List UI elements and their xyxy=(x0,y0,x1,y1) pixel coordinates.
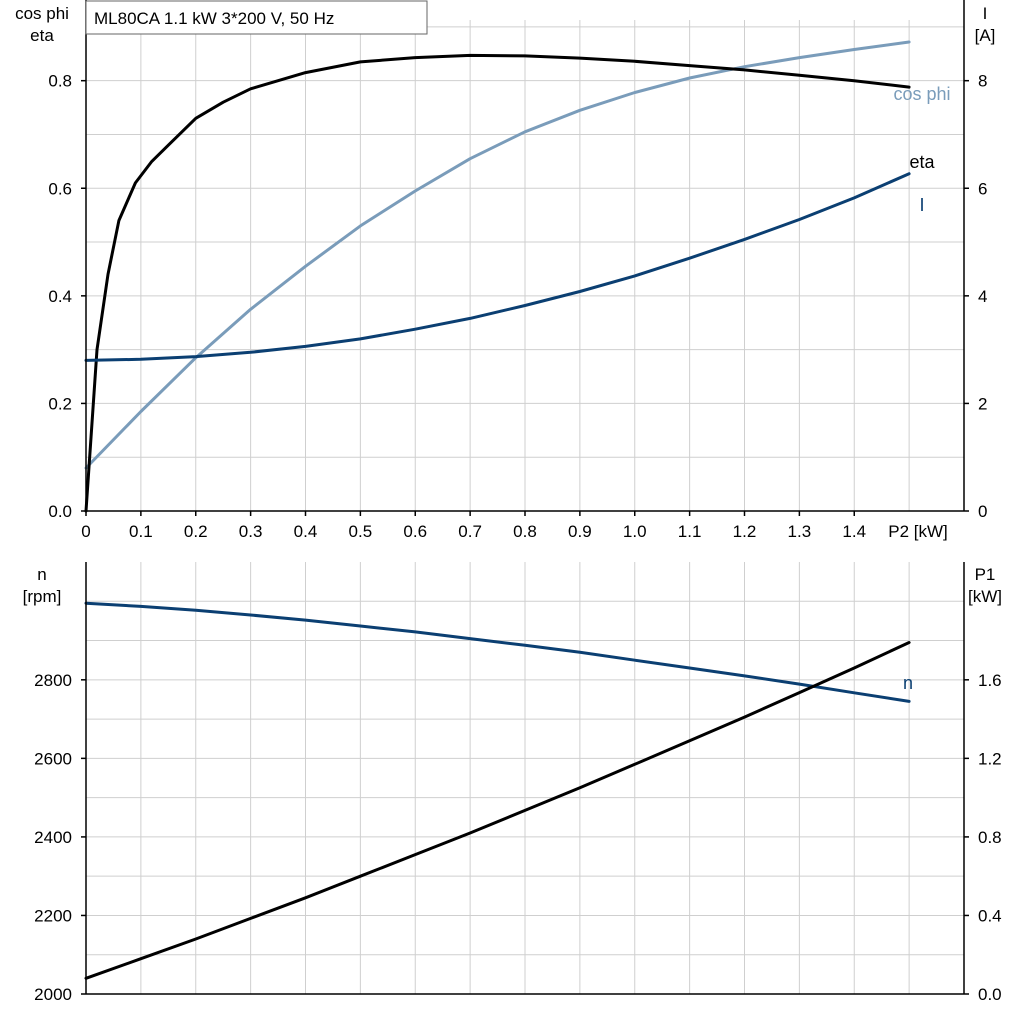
x-axis-tick-label: 1.1 xyxy=(678,522,702,541)
x-axis-tick-label: 1.2 xyxy=(733,522,757,541)
left-axis-tick-label: 0.4 xyxy=(48,287,72,306)
top-chart-text: 0.0 0.2 0.4 0.6 0.8 0 2 4 6 8 cos phi eta I [A] 0 0.1 0.… xyxy=(15,4,995,541)
x-axis-tick-label: 0.2 xyxy=(184,522,208,541)
right-axis-title: P1 xyxy=(975,565,996,584)
x-axis-title: P2 [kW] xyxy=(888,522,948,541)
right-axis-title: [A] xyxy=(975,26,996,45)
right-axis-tick-label: 0.0 xyxy=(978,985,1002,1004)
bottom-chart-frame xyxy=(81,562,969,995)
left-axis-tick-label: 0.6 xyxy=(48,179,72,198)
x-axis-tick-label: 0.8 xyxy=(513,522,537,541)
x-axis-tick-label: 0.5 xyxy=(349,522,373,541)
series-line-i xyxy=(84,172,911,362)
x-axis-tick-label: 0.7 xyxy=(458,522,482,541)
bottom-chart-series xyxy=(84,601,911,980)
left-axis-tick-label: 0.2 xyxy=(48,394,72,413)
left-axis-tick-label: 2200 xyxy=(34,906,72,925)
left-axis-tick-label: 2800 xyxy=(34,671,72,690)
right-axis-tick-label: 4 xyxy=(978,287,987,306)
x-axis-tick-label: 1.0 xyxy=(623,522,647,541)
x-axis-tick-label: 0.6 xyxy=(403,522,427,541)
series-label-n: n xyxy=(903,673,913,693)
right-axis-tick-label: 2 xyxy=(978,394,987,413)
bottom-chart-grid xyxy=(86,562,964,994)
left-axis-title: n xyxy=(37,565,46,584)
left-axis-tick-label: 0.0 xyxy=(48,502,72,521)
series-line-n xyxy=(84,601,911,703)
top-chart-grid xyxy=(86,20,964,511)
x-axis-tick-label: 0.4 xyxy=(294,522,318,541)
series-label-eta: eta xyxy=(909,152,935,172)
title-box xyxy=(85,0,428,35)
top-chart-frame xyxy=(81,0,969,516)
left-axis-title: [rpm] xyxy=(23,587,62,606)
right-axis-tick-label: 0.4 xyxy=(978,906,1002,925)
top-chart-panel: 0.0 0.2 0.4 0.6 0.8 0 2 4 6 8 cos phi eta I [A] 0 0.1 0.… xyxy=(15,0,995,541)
x-axis-tick-label: 0 xyxy=(81,522,90,541)
right-axis-title: I xyxy=(983,4,988,23)
right-axis-tick-label: 8 xyxy=(978,72,987,91)
x-axis-tick-label: 1.4 xyxy=(842,522,866,541)
right-axis-tick-label: 1.2 xyxy=(978,749,1002,768)
x-axis-tick-label: 0.9 xyxy=(568,522,592,541)
x-axis-tick-label: 0.3 xyxy=(239,522,263,541)
left-axis-tick-label: 2600 xyxy=(34,749,72,768)
right-axis-tick-label: 1.6 xyxy=(978,671,1002,690)
left-axis-tick-label: 2000 xyxy=(34,985,72,1004)
series-label-i: I xyxy=(919,195,924,215)
chart-title: ML80CA 1.1 kW 3*200 V, 50 Hz xyxy=(94,9,334,28)
right-axis-tick-label: 6 xyxy=(978,179,987,198)
bottom-chart-panel: 2000 2200 2400 2600 2800 0.0 0.4 0.8 1.2 1.6 n [rpm… xyxy=(23,562,1002,1004)
bottom-chart-text: 2000 2200 2400 2600 2800 0.0 0.4 0.8 1.2 1.6 n [rpm… xyxy=(23,565,1002,1004)
x-axis-tick-label: 1.3 xyxy=(788,522,812,541)
left-axis-tick-label: 2400 xyxy=(34,828,72,847)
series-line-power-p1 xyxy=(84,641,911,980)
left-axis-title: eta xyxy=(30,26,54,45)
top-chart-series xyxy=(84,40,911,513)
left-axis-tick-label: 0.8 xyxy=(48,72,72,91)
right-axis-tick-label: 0.8 xyxy=(978,828,1002,847)
series-line-eta xyxy=(84,53,911,513)
left-axis-title: cos phi xyxy=(15,4,69,23)
series-line-cos-phi xyxy=(84,40,911,470)
x-axis-tick-label: 0.1 xyxy=(129,522,153,541)
series-label-cos-phi: cos phi xyxy=(893,84,950,104)
right-axis-title: [kW] xyxy=(968,587,1002,606)
right-axis-tick-label: 0 xyxy=(978,502,987,521)
